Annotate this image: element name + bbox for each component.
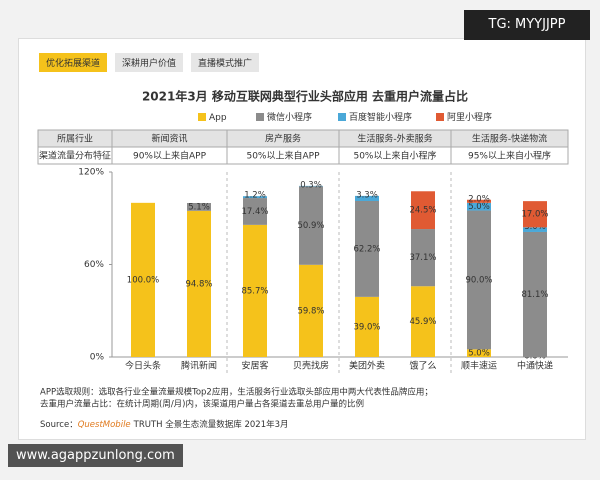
source-rest: TRUTH 全景生态流量数据库 2021年3月 — [133, 419, 289, 430]
table-row — [37, 146, 569, 165]
y-tick-label: 120% — [78, 168, 104, 178]
table-cell: 生活服务-外卖服务 — [357, 133, 432, 145]
bar-segment — [523, 227, 547, 232]
legend-label: 微信小程序 — [267, 111, 312, 123]
value-label: 5.0% — [468, 202, 490, 212]
legend-label: 阿里小程序 — [447, 111, 492, 123]
value-label: 1.2% — [244, 191, 266, 201]
value-label: 5.1% — [188, 202, 210, 212]
value-label: 37.1% — [409, 253, 436, 263]
value-label: 100.0% — [127, 275, 159, 285]
bar-segment — [243, 224, 267, 357]
watermark: TG: MYYJJPP — [464, 10, 590, 40]
value-label: 17.4% — [241, 207, 268, 217]
x-tick-label: 贝壳找房 — [293, 360, 329, 372]
value-label: 62.2% — [353, 244, 380, 254]
bar-segment — [131, 202, 155, 357]
table-cell: 50%以上来自APP — [246, 150, 320, 162]
value-label: 2.0% — [468, 194, 490, 204]
bar-segment — [411, 191, 435, 230]
value-label: 45.9% — [409, 317, 436, 327]
value-label: 94.8% — [185, 279, 212, 289]
separators — [226, 172, 452, 375]
value-label: 59.8% — [297, 306, 324, 316]
x-tick-label: 美团外卖 — [349, 360, 385, 372]
note: APP选取规则：选取各行业全量流量规模Top2应用，生活服务行业选取头部应用中两… — [40, 387, 433, 398]
value-label: 0.3% — [300, 180, 322, 190]
table-cell: 50%以上来自小程序 — [353, 150, 436, 162]
value-label: 81.1% — [521, 290, 548, 300]
legend-swatch — [256, 113, 264, 121]
legend-swatch — [338, 113, 346, 121]
y-tick-label: 60% — [84, 260, 104, 270]
bar-segment — [243, 198, 267, 225]
source: Source：QuestMobile TRUTH 全景生态流量数据库 2021年3… — [40, 419, 289, 430]
y-tick-label: 0% — [90, 353, 105, 363]
legend-swatch — [436, 113, 444, 121]
x-tick-label: 安居客 — [241, 360, 268, 372]
source-brand: QuestMobile — [78, 420, 131, 430]
x-tick-label: 今日头条 — [125, 360, 161, 372]
legend-swatch — [198, 113, 206, 121]
bar-segment — [355, 195, 379, 201]
legend-label: 百度智能小程序 — [349, 111, 412, 123]
bar-segment — [299, 186, 323, 265]
bar-segment — [467, 349, 491, 357]
tabs: 优化拓展渠道 深耕用户价值 直播模式推广 — [39, 53, 260, 72]
value-label: 3.3% — [356, 190, 378, 200]
table-cell: 房产服务 — [265, 133, 301, 145]
value-label: 50.9% — [297, 221, 324, 231]
value-label: 85.7% — [241, 286, 268, 296]
watermark: www.agappzunlong.com — [8, 444, 183, 467]
chart-title: 2021年3月 移动互联网典型行业头部应用 去重用户流量占比 — [142, 89, 468, 104]
tab[interactable]: 直播模式推广 — [191, 53, 260, 72]
bar-segment — [355, 296, 379, 357]
table-cell: 所属行业 — [57, 133, 93, 145]
table-cell: 渠道流量分布特征 — [39, 150, 111, 162]
tab[interactable]: 深耕用户价值 — [115, 53, 184, 72]
value-label: 17.0% — [521, 210, 548, 220]
value-label: 39.0% — [353, 322, 380, 332]
bar-segment — [467, 210, 491, 350]
bar-segment — [411, 229, 435, 287]
table-cell: 90%以上来自APP — [133, 150, 207, 162]
table-cell: 新闻资讯 — [151, 133, 187, 145]
value-label: 24.5% — [409, 206, 436, 216]
x-tick-label: 饿了么 — [409, 360, 436, 372]
bar-segment — [355, 200, 379, 297]
source-prefix: Source： — [40, 420, 78, 430]
x-tick-label: 腾讯新闻 — [181, 360, 217, 372]
x-tick-label: 中通快递 — [517, 360, 553, 372]
value-label: 5.0% — [468, 349, 490, 359]
bar-segment — [523, 201, 547, 228]
bar-segment — [243, 196, 267, 199]
x-tick-label: 顺丰速运 — [461, 360, 497, 372]
bar-segment — [467, 202, 491, 211]
tab[interactable]: 优化拓展渠道 — [39, 53, 108, 72]
bar-segment — [187, 202, 211, 211]
table-cell: 95%以上来自小程序 — [468, 150, 551, 162]
bar-segment — [467, 199, 491, 203]
bar-segment — [187, 210, 211, 357]
value-label: 90.0% — [465, 275, 492, 285]
table-cell: 生活服务-快递物流 — [472, 133, 547, 145]
bar-segment — [299, 264, 323, 357]
bar-segment — [523, 231, 547, 357]
bar-segment — [411, 286, 435, 357]
note: 去重用户流量占比：在统计周期(周/月)内，该渠道用户量占各渠道去重总用户量的比例 — [40, 399, 364, 410]
legend-label: App — [209, 113, 227, 123]
